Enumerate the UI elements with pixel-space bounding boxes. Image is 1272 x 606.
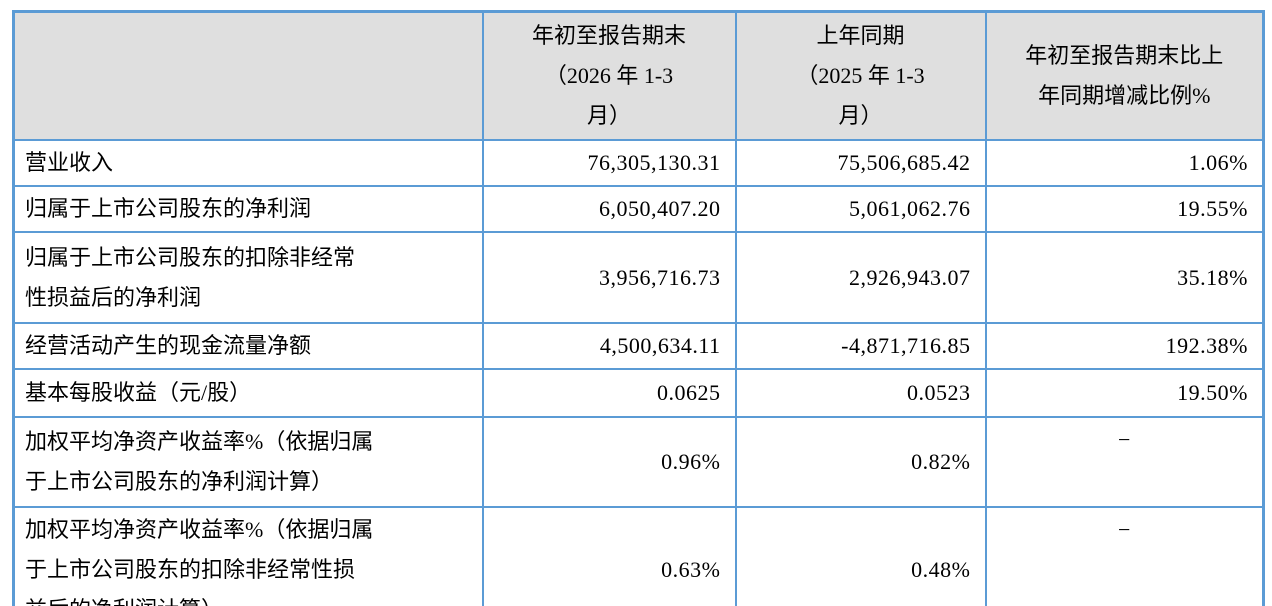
current-period-value: 3,956,716.73 <box>481 231 737 324</box>
current-period-value: 0.0625 <box>481 368 737 418</box>
change-percent-value: − <box>984 506 1265 606</box>
metric-label: 营业收入 <box>12 139 484 187</box>
change-percent-value: 1.06% <box>984 139 1265 187</box>
column-header-change-ratio: 年初至报告期末比上 年同期增减比例% <box>984 10 1265 141</box>
column-header-metric <box>12 10 484 141</box>
column-header-prior-period: 上年同期 （2025 年 1-3 月） <box>734 10 987 141</box>
current-period-value: 76,305,130.31 <box>481 139 737 187</box>
metric-label: 归属于上市公司股东的净利润 <box>12 185 484 233</box>
financial-summary-table: 年初至报告期末 （2026 年 1-3 月） 上年同期 （2025 年 1-3 … <box>12 10 1265 606</box>
metric-label: 基本每股收益（元/股） <box>12 368 484 418</box>
prior-period-value: 5,061,062.76 <box>734 185 987 233</box>
prior-period-value: 2,926,943.07 <box>734 231 987 324</box>
change-percent-value: 19.50% <box>984 368 1265 418</box>
table-row-operating-cash-flow: 经营活动产生的现金流量净额 4,500,634.11 -4,871,716.85… <box>12 322 1265 370</box>
prior-period-value: 75,506,685.42 <box>734 139 987 187</box>
change-percent-value: 192.38% <box>984 322 1265 370</box>
change-percent-value: 19.55% <box>984 185 1265 233</box>
current-period-value: 6,050,407.20 <box>481 185 737 233</box>
current-period-value: 0.96% <box>481 416 737 508</box>
prior-period-value: 0.82% <box>734 416 987 508</box>
column-header-current-period: 年初至报告期末 （2026 年 1-3 月） <box>481 10 737 141</box>
prior-period-value: -4,871,716.85 <box>734 322 987 370</box>
metric-label: 加权平均净资产收益率%（依据归属 于上市公司股东的扣除非经常性损 益后的净利润计… <box>12 506 484 606</box>
table-row-weighted-avg-roe: 加权平均净资产收益率%（依据归属 于上市公司股东的净利润计算） 0.96% 0.… <box>12 416 1265 508</box>
change-percent-value: 35.18% <box>984 231 1265 324</box>
table-row-operating-revenue: 营业收入 76,305,130.31 75,506,685.42 1.06% <box>12 139 1265 187</box>
metric-label: 经营活动产生的现金流量净额 <box>12 322 484 370</box>
prior-period-value: 0.0523 <box>734 368 987 418</box>
table-header-row: 年初至报告期末 （2026 年 1-3 月） 上年同期 （2025 年 1-3 … <box>12 10 1265 141</box>
current-period-value: 0.63% <box>481 506 737 606</box>
current-period-value: 4,500,634.11 <box>481 322 737 370</box>
table-row-net-profit: 归属于上市公司股东的净利润 6,050,407.20 5,061,062.76 … <box>12 185 1265 233</box>
prior-period-value: 0.48% <box>734 506 987 606</box>
metric-label: 归属于上市公司股东的扣除非经常 性损益后的净利润 <box>12 231 484 324</box>
metric-label: 加权平均净资产收益率%（依据归属 于上市公司股东的净利润计算） <box>12 416 484 508</box>
change-percent-value: − <box>984 416 1265 508</box>
table-row-net-profit-excl-nonrecurring: 归属于上市公司股东的扣除非经常 性损益后的净利润 3,956,716.73 2,… <box>12 231 1265 324</box>
table-row-basic-eps: 基本每股收益（元/股） 0.0625 0.0523 19.50% <box>12 368 1265 418</box>
table-row-weighted-avg-roe-excl-nonrecurring: 加权平均净资产收益率%（依据归属 于上市公司股东的扣除非经常性损 益后的净利润计… <box>12 506 1265 606</box>
